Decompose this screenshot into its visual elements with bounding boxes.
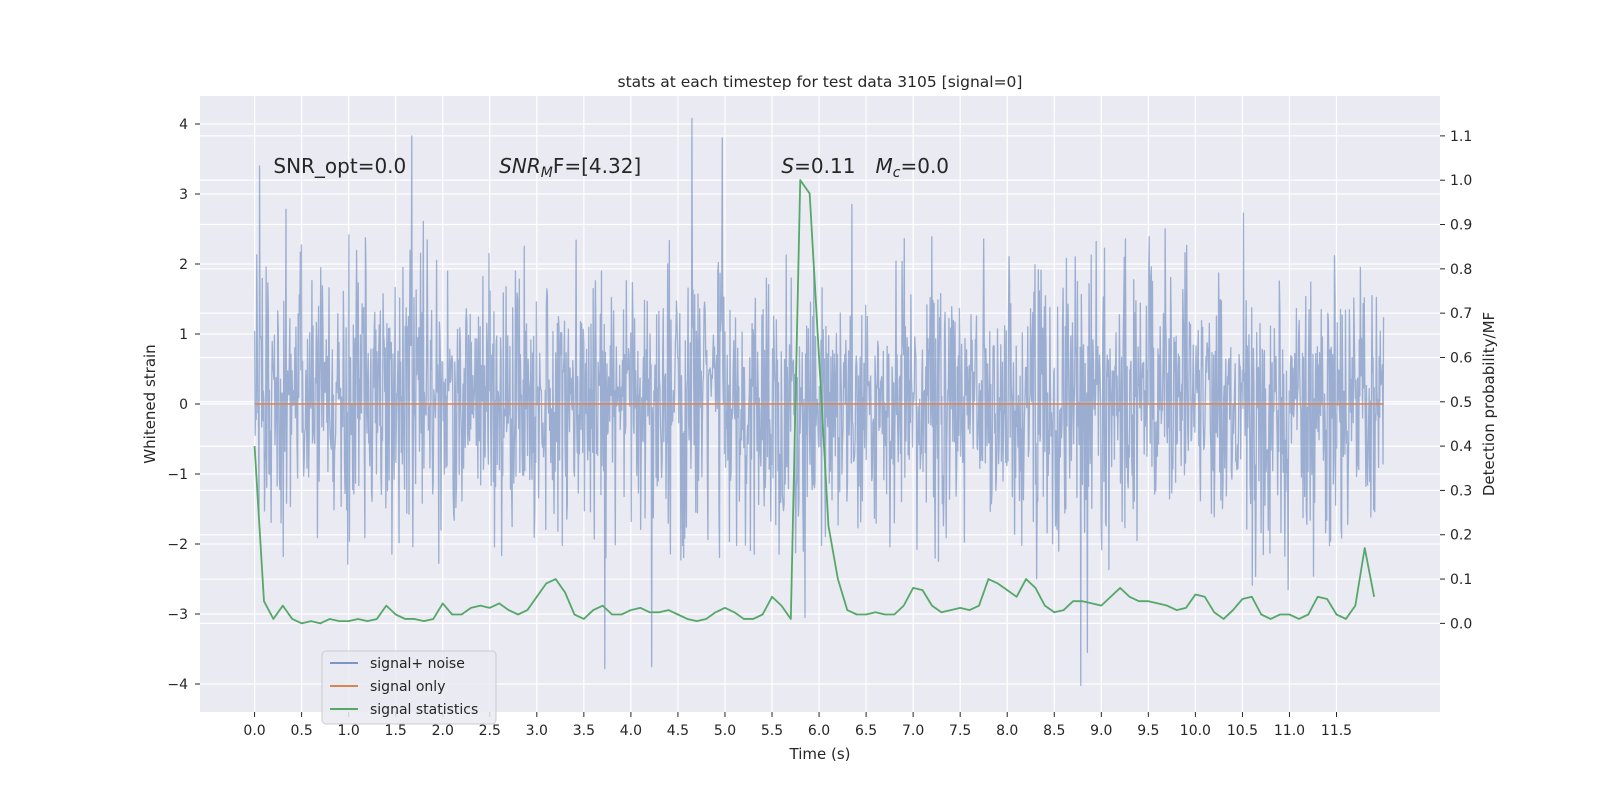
x-tick-label: 11.5 — [1321, 723, 1352, 739]
x-tick-label: 2.0 — [432, 723, 454, 739]
series-signal-noise — [253, 117, 1385, 687]
annotation: S=0.11 — [781, 154, 855, 178]
x-tick-label: 0.0 — [243, 723, 265, 739]
annotation-symbol: SNR — [499, 154, 541, 178]
y-tick-label-left: −1 — [167, 467, 188, 483]
legend: signal+ noise signal only signal statistic… — [321, 650, 497, 725]
y-tick-label-right: 0.9 — [1450, 218, 1472, 234]
y-tick-label-right: 0.1 — [1450, 572, 1472, 588]
annotation-symbol: SNR_opt=0.0 — [273, 154, 406, 178]
y-tick-label-right: 0.8 — [1450, 262, 1472, 278]
y-tick-label-right: 0.0 — [1450, 616, 1472, 632]
annotation-value: =0.11 — [794, 154, 855, 178]
x-tick-label: 0.5 — [290, 723, 312, 739]
x-tick-label: 11.0 — [1274, 723, 1305, 739]
x-tick-label: 6.5 — [855, 723, 877, 739]
x-tick-label: 9.5 — [1137, 723, 1159, 739]
x-tick-label: 5.5 — [761, 723, 783, 739]
y-tick-label-left: 3 — [179, 187, 188, 203]
x-tick-label: 2.5 — [479, 723, 501, 739]
y-axis-label-right: Detection probability/MF — [1480, 312, 1498, 496]
annotation: SNRMF=[4.32] — [499, 154, 641, 181]
y-tick-label-right: 0.6 — [1450, 350, 1472, 366]
annotation-subscript: M — [541, 165, 553, 181]
legend-label: signal only — [370, 679, 445, 695]
y-tick-label-left: −2 — [167, 537, 188, 553]
x-tick-label: 8.0 — [996, 723, 1018, 739]
y-tick-label-left: 2 — [179, 257, 188, 273]
y-tick-label-right: 0.3 — [1450, 483, 1472, 499]
y-tick-label-right: 1.0 — [1450, 173, 1472, 189]
annotation-symbol: M — [876, 154, 893, 178]
chart-title: stats at each timestep for test data 310… — [618, 73, 1023, 91]
annotation-value: =0.0 — [900, 154, 949, 178]
series-layer — [253, 117, 1385, 687]
x-tick-label: 5.0 — [714, 723, 736, 739]
ticks: 0.0 0.5 1.0 1.5 2.0 2.5 3.0 3.5 4.0 4.5 5.0 5.5 6.0 6… — [167, 117, 1472, 739]
annotations: SNR_opt=0.0 SNRMF=[4.32] S=0.11 Mc=0.0 — [273, 154, 949, 181]
x-tick-label: 1.5 — [385, 723, 407, 739]
x-tick-label: 3.0 — [526, 723, 548, 739]
x-tick-label: 7.0 — [902, 723, 924, 739]
legend-box — [321, 650, 497, 725]
x-tick-label: 10.0 — [1180, 723, 1211, 739]
series-signal-statistics — [253, 179, 1376, 625]
annotation-value: F=[4.32] — [553, 154, 641, 178]
y-tick-label-right: 0.4 — [1450, 439, 1472, 455]
x-tick-label: 7.5 — [949, 723, 971, 739]
x-tick-label: 10.5 — [1227, 723, 1258, 739]
y-tick-label-left: 1 — [179, 327, 188, 343]
x-tick-label: 1.0 — [338, 723, 360, 739]
annotation: SNR_opt=0.0 — [273, 154, 406, 178]
x-tick-label: 3.5 — [573, 723, 595, 739]
legend-label: signal+ noise — [370, 656, 465, 672]
y-tick-label-left: −3 — [167, 607, 188, 623]
x-tick-label: 8.5 — [1043, 723, 1065, 739]
x-tick-label: 9.0 — [1090, 723, 1112, 739]
x-tick-label: 4.5 — [667, 723, 689, 739]
y-tick-label-right: 1.1 — [1450, 129, 1472, 145]
x-tick-label: 6.0 — [808, 723, 830, 739]
x-axis-label: Time (s) — [789, 745, 851, 763]
legend-label: signal statistics — [370, 702, 478, 718]
y-axis-label-left: Whitened strain — [141, 344, 159, 463]
y-tick-label-left: −4 — [167, 677, 188, 693]
x-tick-label: 4.0 — [620, 723, 642, 739]
annotation-subscript: c — [893, 165, 901, 181]
y-tick-label-left: 4 — [179, 117, 188, 133]
y-tick-label-right: 0.7 — [1450, 306, 1472, 322]
y-tick-label-right: 0.5 — [1450, 395, 1472, 411]
annotation-symbol: S — [781, 154, 794, 178]
y-tick-label-right: 0.2 — [1450, 528, 1472, 544]
y-tick-label-left: 0 — [179, 397, 188, 413]
annotation: Mc=0.0 — [876, 154, 950, 181]
